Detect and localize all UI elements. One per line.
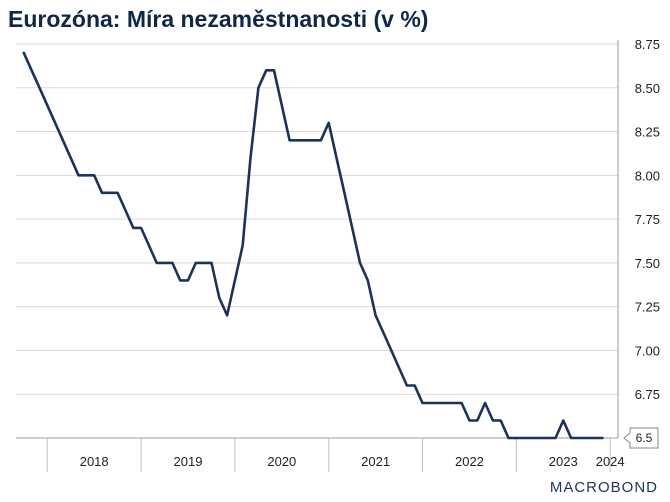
- series-line: [22, 51, 604, 440]
- x-tick-label: 2022: [455, 454, 484, 469]
- last-value-label: 6.5: [636, 431, 653, 445]
- y-axis: 6.75 7.00 7.25 7.50 7.75 8.00 8.25 8.50 8.75: [617, 37, 660, 438]
- last-value-box: [623, 427, 659, 449]
- y-tick-label: 8.00: [635, 168, 660, 183]
- y-tick-label: 8.50: [635, 81, 660, 96]
- x-tick-label: 2024: [596, 454, 625, 469]
- y-tick-label: 8.25: [635, 125, 660, 140]
- chart-title: Eurozóna: Míra nezaměstnanosti (v %): [8, 6, 429, 32]
- y-tick-label: 7.50: [635, 256, 660, 271]
- y-tick-label: 7.25: [635, 300, 660, 315]
- y-tick-label: 6.75: [635, 387, 660, 402]
- y-tick-label: 7.00: [635, 343, 660, 358]
- x-tick-label: 2021: [361, 454, 390, 469]
- x-tick-label: 2023: [549, 454, 578, 469]
- x-tick-label: 2019: [174, 454, 203, 469]
- x-axis: 2018 2019 2020 2021 2022 2023 2024: [16, 437, 625, 472]
- grid-lines: [16, 43, 618, 395]
- x-tick-label: 2020: [267, 454, 296, 469]
- series-group: [22, 51, 604, 440]
- last-value-marker: 6.5: [623, 427, 659, 449]
- y-tick-label: 8.75: [635, 37, 660, 52]
- y-tick-label: 7.75: [635, 212, 660, 227]
- x-tick-label: 2018: [80, 454, 109, 469]
- macrobond-logo: MACROBOND: [549, 479, 658, 496]
